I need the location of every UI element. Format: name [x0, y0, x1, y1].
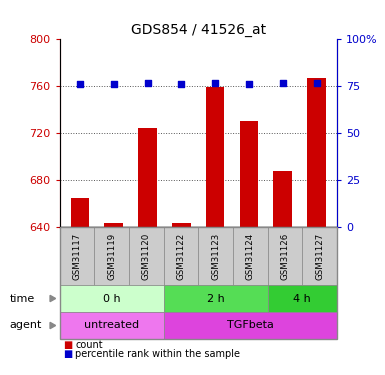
Text: agent: agent — [10, 321, 42, 330]
Text: GSM31122: GSM31122 — [176, 232, 186, 280]
Text: GSM31126: GSM31126 — [280, 232, 290, 280]
Title: GDS854 / 41526_at: GDS854 / 41526_at — [131, 23, 266, 37]
Point — [144, 80, 151, 86]
Bar — [71, 198, 89, 227]
Text: 4 h: 4 h — [293, 294, 311, 303]
Bar — [138, 128, 157, 227]
Bar — [307, 78, 326, 227]
Point — [77, 81, 83, 87]
Text: ■: ■ — [64, 350, 73, 359]
Point — [280, 80, 286, 86]
Text: GSM31127: GSM31127 — [315, 232, 324, 280]
Point — [110, 81, 117, 87]
Text: ■: ■ — [64, 340, 73, 350]
Text: GSM31119: GSM31119 — [107, 232, 116, 279]
Text: GSM31117: GSM31117 — [72, 232, 82, 280]
Text: GSM31123: GSM31123 — [211, 232, 220, 280]
Point — [313, 80, 320, 86]
Point — [246, 81, 252, 87]
Bar — [104, 224, 123, 227]
Text: count: count — [75, 340, 103, 350]
Text: GSM31120: GSM31120 — [142, 232, 151, 280]
Text: 2 h: 2 h — [207, 294, 224, 303]
Point — [178, 81, 184, 87]
Text: TGFbeta: TGFbeta — [227, 321, 274, 330]
Text: percentile rank within the sample: percentile rank within the sample — [75, 350, 240, 359]
Bar — [172, 224, 191, 227]
Text: 0 h: 0 h — [103, 294, 121, 303]
Text: time: time — [10, 294, 35, 303]
Bar — [273, 171, 292, 227]
Text: GSM31124: GSM31124 — [246, 232, 255, 280]
Bar — [206, 87, 224, 227]
Bar — [240, 122, 258, 227]
Point — [212, 80, 218, 86]
Text: untreated: untreated — [84, 321, 139, 330]
